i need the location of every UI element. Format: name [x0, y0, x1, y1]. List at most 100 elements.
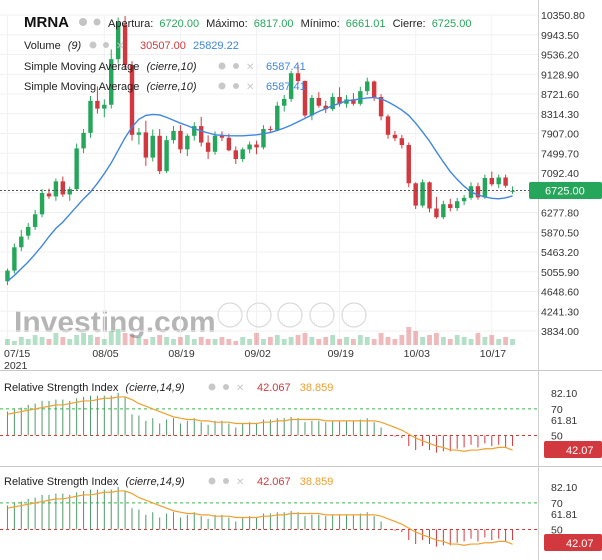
candle-body	[164, 140, 169, 172]
rsi-signal-line	[7, 396, 513, 452]
date-tick-label: 09/19	[328, 348, 354, 360]
close-icon[interactable]: ✕	[246, 82, 254, 93]
close-icon[interactable]: ✕	[116, 41, 124, 52]
candle-body	[122, 24, 128, 65]
candle-body	[185, 135, 190, 150]
rsi-legend-2-signal: 38.859	[300, 476, 334, 488]
gear-icon[interactable]	[93, 18, 101, 26]
volume-bar	[129, 335, 135, 345]
volume-bar	[406, 327, 412, 345]
price-tick-label: 7499.70	[541, 148, 579, 160]
gear-icon[interactable]	[233, 63, 239, 69]
volume-bar	[323, 337, 329, 345]
header-icons[interactable]	[79, 18, 101, 26]
gear-icon[interactable]	[233, 83, 239, 89]
candle-body	[39, 192, 45, 215]
sma-legend-1-icons[interactable]: ✕	[218, 62, 255, 73]
zoom-in-icon[interactable]	[309, 302, 335, 328]
volume-bar	[81, 333, 86, 345]
volume-bar	[454, 335, 460, 345]
rsi-legend-2-param: (cierre,14,9)	[125, 476, 185, 488]
candle-body	[406, 144, 411, 184]
eye-icon[interactable]	[79, 18, 87, 26]
volume-legend-icons[interactable]: ✕	[89, 41, 125, 52]
ticker-symbol: MRNA	[24, 14, 69, 31]
ohlc-line: Apertura: 6720.00 Máximo: 6817.00 Mínimo…	[108, 18, 471, 30]
candle-body	[136, 132, 142, 135]
eye-icon[interactable]	[208, 383, 216, 391]
volume-bar	[475, 333, 481, 345]
candle-body	[441, 204, 446, 218]
price-tick-label: 9943.50	[541, 30, 579, 42]
volume-bar	[67, 339, 73, 345]
rsi-legend-2-icons[interactable]: ✕	[208, 477, 245, 488]
volume-bar	[32, 335, 38, 345]
sma-legend-2-icons[interactable]: ✕	[218, 82, 255, 93]
candle-body	[143, 132, 149, 158]
eye-icon[interactable]	[218, 62, 226, 70]
sma-legend-1-param: (cierre,10)	[146, 61, 196, 73]
reset-icon[interactable]	[277, 302, 303, 328]
sma-legend-1: Simple Moving Average (cierre,10) 6587.4…	[24, 61, 306, 73]
candle-body	[413, 183, 418, 206]
zoom-out-icon[interactable]	[246, 302, 272, 328]
price-tick-label: 7092.40	[541, 168, 579, 180]
price-tick-label: 8314.30	[541, 109, 579, 121]
rsi-tick-label: 50	[551, 430, 563, 442]
candle-body	[385, 116, 391, 135]
candle-body	[282, 98, 287, 106]
volume-bar	[420, 337, 426, 345]
rsi-tick-label: 82.10	[551, 388, 577, 400]
candle-body	[219, 135, 225, 138]
candle-body	[115, 22, 121, 60]
eye-icon[interactable]	[208, 477, 216, 485]
volume-bar	[74, 335, 80, 345]
rsi-signal-line	[7, 490, 513, 546]
gear-icon[interactable]	[223, 478, 229, 484]
candle-body	[178, 130, 183, 150]
candle-body	[288, 73, 294, 99]
volume-bar	[115, 329, 121, 345]
rsi-legend-1-icons[interactable]: ✕	[208, 383, 245, 394]
gear-icon[interactable]	[223, 384, 229, 390]
volume-bar	[378, 333, 384, 345]
candle-body	[88, 100, 93, 133]
rsi-tick-label: 70	[551, 404, 563, 416]
volume-bar	[309, 337, 315, 345]
volume-bar	[330, 335, 336, 345]
candle-body	[323, 105, 328, 110]
rsi-2-value-tag	[544, 534, 602, 551]
eye-icon[interactable]	[218, 82, 226, 90]
volume-bar	[205, 339, 211, 345]
volume-bar	[274, 335, 280, 345]
last-price-tag	[529, 182, 602, 199]
scroll-right-icon[interactable]	[341, 302, 367, 328]
chart-nav-controls[interactable]	[217, 302, 367, 328]
volume-bar	[240, 337, 246, 345]
sma-legend-2-label: Simple Moving Average	[24, 81, 139, 93]
volume-bar	[191, 339, 197, 345]
volume-bar	[385, 337, 391, 345]
close-icon[interactable]: ✕	[236, 477, 244, 488]
candle-body	[12, 247, 17, 271]
price-tick-label: 5463.20	[541, 247, 579, 259]
volume-bar	[267, 337, 273, 345]
gear-icon[interactable]	[103, 42, 109, 48]
candle-body	[67, 189, 72, 195]
price-tick-label: 4241.30	[541, 306, 579, 318]
volume-bar	[316, 339, 322, 345]
eye-icon[interactable]	[89, 41, 97, 49]
volume-bar	[357, 335, 363, 345]
volume-bars	[5, 327, 515, 345]
close-icon[interactable]: ✕	[236, 383, 244, 394]
scroll-left-icon[interactable]	[217, 302, 243, 328]
volume-bar	[46, 339, 52, 345]
rsi-tick-label: 82.10	[551, 482, 577, 494]
close-icon[interactable]: ✕	[246, 62, 254, 73]
candle-body	[240, 149, 245, 160]
sma-line	[7, 96, 513, 282]
price-axis: 10350.80 9943.50 9536.20 9128.90 8721.60 8314…	[541, 10, 585, 338]
volume-legend-param: (9)	[68, 40, 82, 52]
